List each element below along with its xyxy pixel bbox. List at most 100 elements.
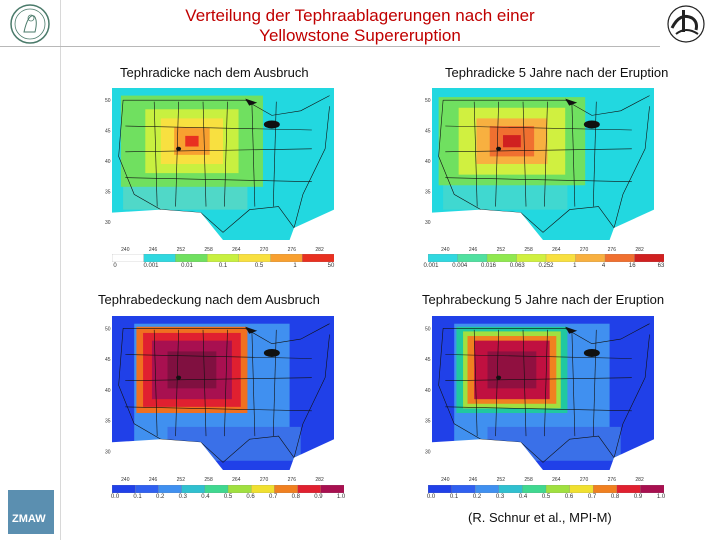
- panel-3-subtitle: Tephrabedeckung nach dem Ausbruch: [98, 292, 320, 307]
- lon-tick: 270: [260, 477, 269, 483]
- lat-tick: 45: [425, 129, 431, 135]
- colorbar-4-labels: 0.0 0.1 0.2 0.3 0.4 0.5 0.6 0.7 0.8 0.9 1.0: [426, 494, 666, 502]
- colorbar-swatch: [545, 485, 571, 493]
- colorbar-swatch: [475, 485, 500, 493]
- colorbar-label: 0: [113, 263, 117, 269]
- colorbar-label: 50: [327, 263, 335, 269]
- colorbar-label: 0.1: [218, 263, 228, 269]
- lon-tick: 252: [497, 477, 506, 483]
- colorbar-swatch: [143, 254, 177, 262]
- great-salt-lake: [176, 375, 182, 380]
- colorbar-swatch: [320, 485, 344, 493]
- colorbar-2-labels: 0.001 0.004 0.016 0.063 0.252 1 4 16 63: [423, 263, 665, 271]
- colorbar-label: 0.9: [633, 494, 643, 500]
- colorbar-swatch: [593, 485, 618, 493]
- colorbar-4: [428, 485, 664, 493]
- lat-tick: 45: [105, 129, 111, 135]
- mexico-area: [432, 209, 543, 240]
- colorbar-label: 0.3: [178, 494, 187, 500]
- great-lakes: [263, 348, 280, 357]
- state-borders: [118, 95, 330, 233]
- lat-tick: 40: [105, 388, 111, 394]
- colorbar-label: 63: [657, 263, 665, 269]
- colorbar-label: 0.6: [564, 494, 574, 500]
- lon-tick: 246: [469, 247, 478, 253]
- lon-tick: 252: [497, 247, 506, 253]
- lon-tick: 270: [580, 477, 589, 483]
- lat-tick: 30: [105, 220, 111, 226]
- colorbar-1-labels: 0 0.001 0.01 0.1 0.5 1 50: [112, 263, 334, 271]
- colorbar-swatch: [604, 254, 636, 262]
- colorbar-swatch: [270, 254, 303, 262]
- colorbar-swatch: [575, 254, 606, 262]
- colorbar-swatch: [428, 254, 459, 262]
- colorbar-swatch: [135, 485, 160, 493]
- lake-superior: [245, 98, 258, 106]
- lon-tick: 276: [608, 247, 617, 253]
- colorbar-label: 1.0: [336, 494, 346, 500]
- colorbar-swatch: [640, 485, 664, 493]
- colorbar-swatch: [545, 254, 577, 262]
- lat-tick: 35: [425, 419, 431, 425]
- colorbar-3: [112, 485, 344, 493]
- colorbar-label: 0.4: [201, 494, 210, 500]
- colorbar-label: 0.7: [587, 494, 597, 500]
- colorbar-label: 0.0: [110, 494, 120, 500]
- great-salt-lake: [176, 146, 182, 151]
- lat-tick: 35: [105, 189, 111, 195]
- colorbar-label: 0.8: [291, 494, 300, 500]
- state-borders: [118, 323, 330, 463]
- gulf-area: [289, 209, 334, 240]
- lon-tick: 240: [441, 247, 450, 253]
- colorbar-swatch: [112, 485, 136, 493]
- colorbar-label: 0.016: [480, 263, 497, 269]
- lat-tick: 35: [105, 419, 111, 425]
- colorbar-swatch: [302, 254, 334, 262]
- colorbar-swatch: [181, 485, 206, 493]
- colorbar-label: 0.5: [254, 263, 264, 269]
- lon-tick: 264: [232, 477, 241, 483]
- colorbar-swatch: [634, 254, 664, 262]
- panel-4-subtitle: Tephrabeckung 5 Jahre nach der Eruption: [422, 292, 665, 307]
- colorbar-swatch: [451, 485, 476, 493]
- lake-superior: [565, 326, 578, 334]
- colorbar-swatch: [457, 254, 488, 262]
- lon-tick: 252: [177, 477, 186, 483]
- colorbar-label: 1.0: [656, 494, 666, 500]
- gulf-area: [609, 439, 654, 470]
- lat-tick: 30: [425, 220, 431, 226]
- great-salt-lake: [496, 146, 502, 151]
- lon-tick: 276: [288, 477, 297, 483]
- panel-2-subtitle: Tephradicke 5 Jahre nach der Eruption: [445, 65, 669, 80]
- credit-text: (R. Schnur et al., MPI-M): [468, 510, 612, 525]
- colorbar-label: 0.1: [449, 494, 459, 500]
- slide-left-rule: [60, 0, 61, 540]
- gulf-area: [289, 439, 334, 470]
- colorbar-label: 1: [293, 263, 297, 269]
- colorbar-label: 0.5: [541, 494, 551, 500]
- lat-tick: 35: [425, 189, 431, 195]
- lat-tick: 40: [105, 159, 111, 165]
- mexico-area: [112, 209, 223, 240]
- lon-tick: 276: [288, 247, 297, 253]
- colorbar-swatch: [428, 485, 453, 493]
- colorbar-label: 0.0: [426, 494, 436, 500]
- lon-tick: 276: [608, 477, 617, 483]
- lat-tick: 40: [425, 159, 431, 165]
- state-borders: [438, 323, 650, 463]
- title-line-2: Yellowstone Supereruption: [259, 26, 461, 45]
- colorbar-label: 0.2: [156, 494, 165, 500]
- colorbar-2: [428, 254, 664, 262]
- lon-tick: 264: [232, 247, 241, 253]
- colorbar-swatch: [569, 485, 594, 493]
- mpi-minerva-logo: [10, 4, 50, 44]
- great-lakes: [583, 120, 600, 129]
- lon-tick: 264: [552, 247, 561, 253]
- colorbar-swatch: [238, 254, 272, 262]
- svg-text:ZMAW: ZMAW: [12, 513, 46, 525]
- lake-superior: [245, 326, 258, 334]
- great-lakes: [583, 348, 600, 357]
- colorbar-swatch: [112, 254, 145, 262]
- mexico-area: [432, 439, 543, 470]
- colorbar-label: 0.001: [143, 263, 159, 269]
